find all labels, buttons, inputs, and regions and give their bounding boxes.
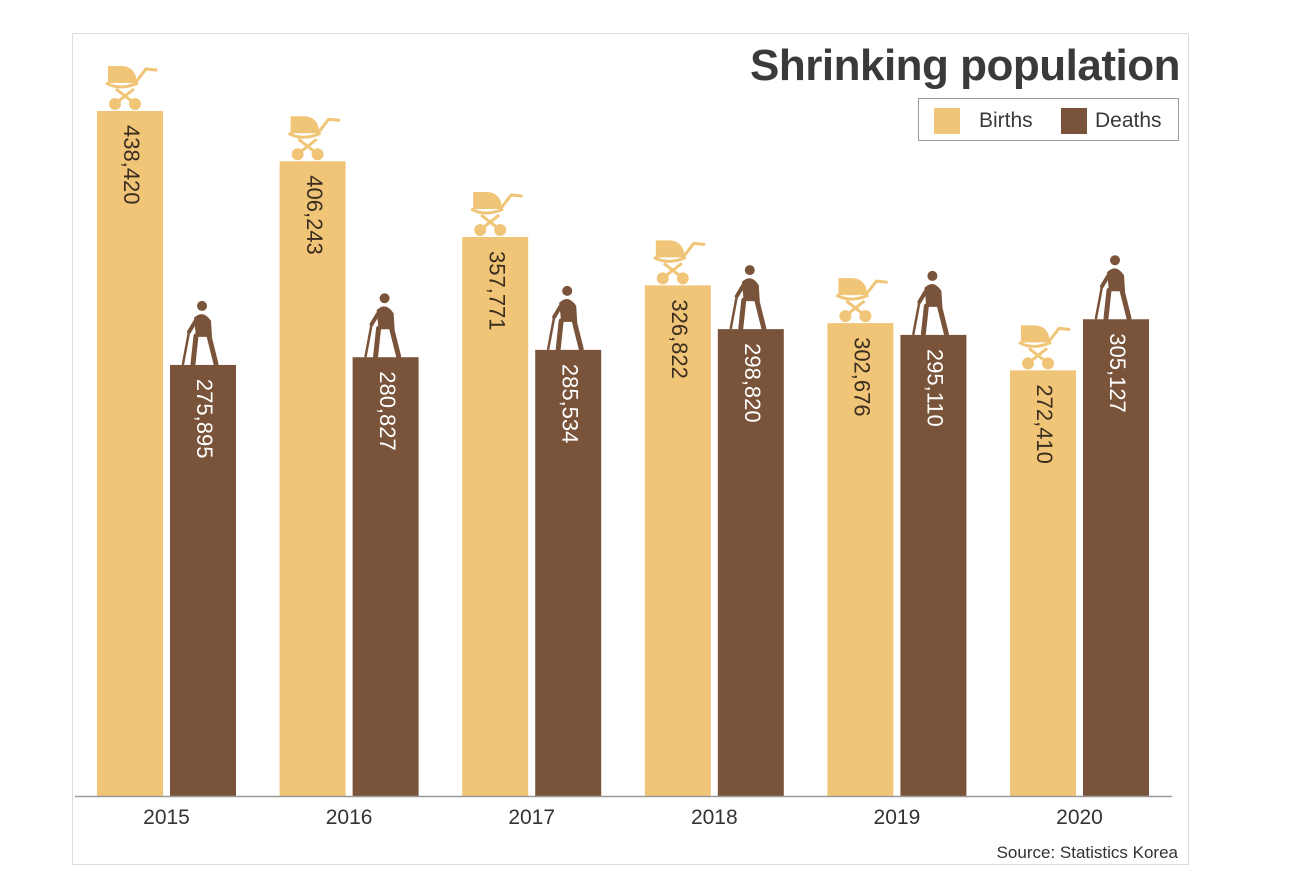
bar-births-2018 xyxy=(644,285,711,796)
baby-carriage-icon xyxy=(287,116,341,161)
elderly-person-icon xyxy=(181,300,219,367)
elderly-person-icon xyxy=(364,293,402,359)
x-tick-2016: 2016 xyxy=(326,806,373,829)
value-label-births-2015: 438,420 xyxy=(119,125,144,205)
bar-births-2016 xyxy=(279,161,346,796)
value-label-births-2016: 406,243 xyxy=(302,175,327,255)
x-tick-2017: 2017 xyxy=(508,806,555,829)
legend-label-deaths: Deaths xyxy=(1095,109,1162,132)
elderly-person-icon xyxy=(729,265,767,331)
bar-births-2020 xyxy=(1010,370,1076,796)
x-tick-2018: 2018 xyxy=(691,806,738,829)
chart-frame xyxy=(72,33,1189,865)
bar-deaths-2020 xyxy=(1083,319,1149,796)
value-label-births-2017: 357,771 xyxy=(484,251,509,331)
baby-carriage-icon xyxy=(653,240,706,285)
legend-swatch-births xyxy=(934,108,960,134)
baby-carriage-icon xyxy=(1018,325,1071,370)
bar-births-2015 xyxy=(97,111,163,796)
bar-births-2017 xyxy=(462,237,529,797)
bar-deaths-2017 xyxy=(535,349,602,796)
value-label-deaths-2020: 305,127 xyxy=(1105,333,1130,413)
legend-swatch-deaths xyxy=(1061,108,1087,134)
legend-box xyxy=(918,98,1179,141)
elderly-person-icon xyxy=(912,270,949,337)
bar-births-2019 xyxy=(827,323,894,796)
source-note: Source: Statistics Korea xyxy=(997,843,1179,862)
value-label-deaths-2018: 298,820 xyxy=(740,343,765,423)
bar-deaths-2015 xyxy=(170,364,236,796)
x-tick-2019: 2019 xyxy=(874,806,921,829)
value-label-births-2020: 272,410 xyxy=(1032,384,1057,464)
baby-carriage-icon xyxy=(470,192,523,237)
bar-deaths-2019 xyxy=(900,334,967,796)
value-label-deaths-2019: 295,110 xyxy=(923,349,948,427)
legend-label-births: Births xyxy=(979,109,1033,132)
value-label-deaths-2016: 280,827 xyxy=(375,371,400,451)
x-tick-2020: 2020 xyxy=(1056,806,1103,829)
baby-carriage-icon xyxy=(105,65,158,110)
value-label-births-2019: 302,676 xyxy=(850,337,875,417)
elderly-person-icon xyxy=(1094,255,1132,321)
bar-deaths-2018 xyxy=(717,329,784,796)
chart-title: Shrinking population xyxy=(750,41,1180,90)
x-tick-2015: 2015 xyxy=(143,806,190,829)
elderly-person-icon xyxy=(546,285,584,352)
value-label-deaths-2015: 275,895 xyxy=(192,379,217,459)
value-label-births-2018: 326,822 xyxy=(667,299,692,379)
baby-carriage-icon xyxy=(835,278,888,323)
legend: Births Deaths xyxy=(918,98,1179,141)
value-label-deaths-2017: 285,534 xyxy=(557,364,582,444)
bar-deaths-2016 xyxy=(352,357,419,796)
